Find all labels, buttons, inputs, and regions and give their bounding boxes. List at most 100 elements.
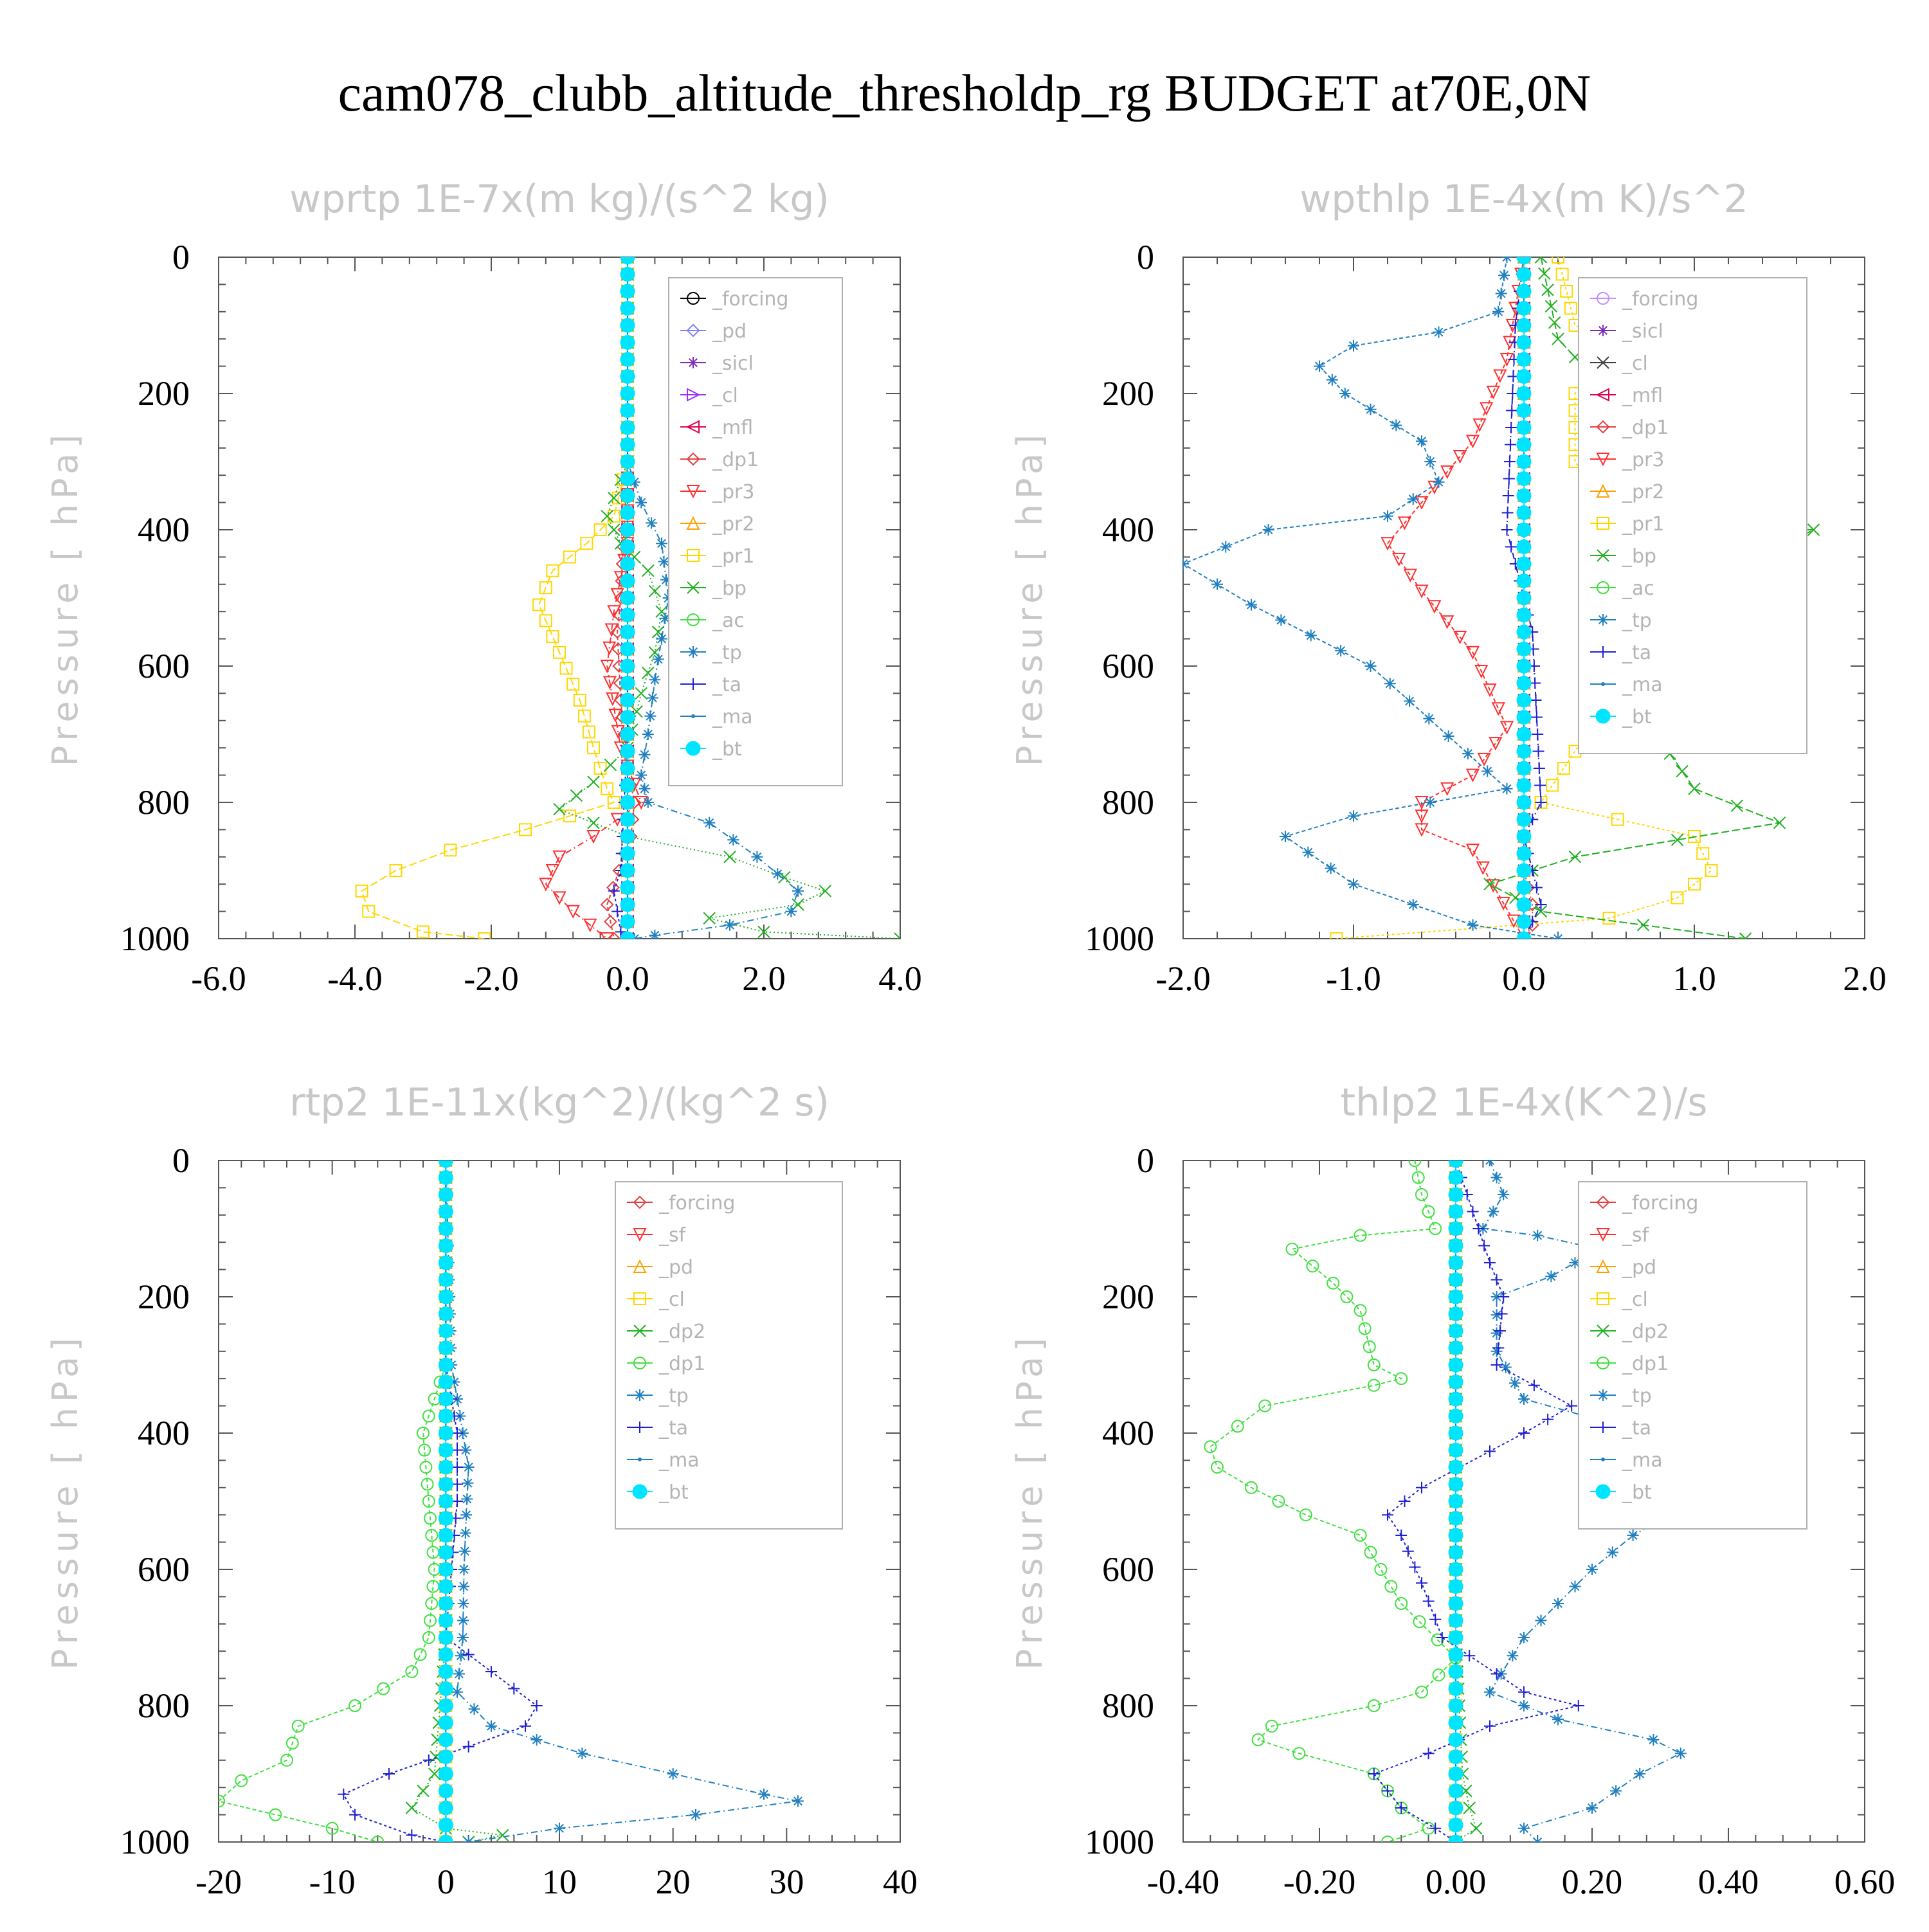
legend-marker <box>1597 581 1609 594</box>
data-point <box>1516 863 1532 878</box>
data-point <box>438 1783 453 1798</box>
data-point <box>1413 1615 1426 1629</box>
y-tick-label: 600 <box>138 647 190 685</box>
data-point <box>1606 1546 1618 1558</box>
data-point <box>1448 1579 1463 1594</box>
data-point <box>421 1477 434 1491</box>
data-point <box>530 1700 543 1711</box>
data-point <box>1730 799 1743 813</box>
data-point <box>652 653 664 665</box>
data-point <box>1495 287 1507 300</box>
legend-item: _cl <box>680 384 738 407</box>
data-point <box>1507 388 1519 399</box>
data-point <box>1516 846 1532 861</box>
legend-item: _forcing <box>1590 1192 1698 1214</box>
data-point <box>1384 1580 1398 1593</box>
x-tick-label: -1.0 <box>1326 959 1381 998</box>
data-point <box>1739 932 1752 939</box>
data-point <box>620 710 635 725</box>
data-point <box>667 1768 679 1780</box>
data-point <box>1395 1802 1408 1814</box>
data-point <box>438 1187 453 1202</box>
legend-label: _tp <box>1622 1385 1652 1407</box>
data-point <box>620 267 635 282</box>
data-point <box>325 1821 339 1835</box>
data-point <box>438 1357 453 1373</box>
data-point <box>1327 1276 1340 1290</box>
data-point <box>620 522 635 537</box>
legend-item: _bp <box>680 577 747 600</box>
data-point <box>422 1631 435 1644</box>
data-point <box>438 1459 453 1475</box>
data-point <box>219 1794 225 1808</box>
data-point <box>438 1477 453 1492</box>
legend-item: _bp <box>1590 545 1656 568</box>
legend-marker <box>1597 1389 1609 1401</box>
y-tick-label: 1000 <box>1085 1823 1154 1861</box>
data-point <box>1586 1802 1598 1814</box>
legend-label: _cl <box>712 384 738 407</box>
data-point <box>1465 435 1480 449</box>
data-point <box>1490 1309 1503 1321</box>
legend-label: _bt <box>658 1481 689 1504</box>
data-point <box>1448 1681 1463 1696</box>
data-point <box>451 1444 463 1456</box>
data-point <box>1507 1650 1519 1662</box>
data-point <box>539 614 552 627</box>
legend-marker <box>633 1292 646 1305</box>
data-point <box>1516 386 1532 401</box>
data-point <box>1465 844 1480 858</box>
y-tick-label: 200 <box>138 374 190 413</box>
data-point <box>1688 782 1701 795</box>
data-point <box>620 318 635 333</box>
y-tick-label: 1000 <box>120 919 190 958</box>
data-point <box>1516 744 1532 759</box>
legend-item: _sicl <box>1590 320 1663 343</box>
data-point <box>1245 1481 1258 1494</box>
x-tick-label: 30 <box>769 1863 804 1901</box>
legend-label: _pd <box>712 320 747 343</box>
data-point <box>438 1323 453 1339</box>
data-point <box>601 782 614 795</box>
data-point <box>1552 332 1564 345</box>
data-point <box>1415 823 1429 837</box>
legend-marker <box>687 678 699 690</box>
series-points-dp1 <box>219 1160 453 1842</box>
x-tick-label: 4.0 <box>878 959 922 998</box>
data-point <box>438 1630 453 1645</box>
data-point <box>1415 1188 1428 1201</box>
data-point <box>1534 257 1548 264</box>
data-point <box>1516 539 1532 554</box>
data-point <box>1245 599 1257 611</box>
data-point <box>602 676 617 690</box>
series-points-bt <box>438 1160 453 1842</box>
legend-item: _pr1 <box>1590 513 1664 536</box>
data-point <box>496 1828 509 1842</box>
series-points-pr1 <box>355 257 634 939</box>
data-point <box>438 1562 453 1577</box>
data-point <box>1696 847 1710 860</box>
data-point <box>1569 1580 1581 1593</box>
data-point <box>1705 864 1718 877</box>
data-point <box>1516 522 1532 537</box>
data-point <box>1448 1221 1463 1236</box>
data-point <box>1518 1427 1530 1439</box>
data-point <box>438 1425 453 1441</box>
legend-marker <box>687 581 700 594</box>
y-tick-label: 400 <box>1102 510 1154 549</box>
data-point <box>646 517 658 529</box>
chart-panel-1: wprtp 1E-7x(m kg)/(s^2 kg) Pressure [ hPa… <box>45 177 922 998</box>
data-point <box>1354 1229 1367 1242</box>
data-point <box>620 692 635 708</box>
data-point <box>1448 1749 1463 1764</box>
data-point <box>460 1444 472 1456</box>
x-tick-label: 0.0 <box>1502 959 1546 998</box>
data-point <box>1530 694 1542 706</box>
data-point <box>438 1766 453 1782</box>
series-group <box>219 1160 804 1842</box>
legend: _forcing _sf _pd _cl _dp2 _dp1 _tp _ta _ma _bt <box>1578 1181 1807 1530</box>
data-point <box>1364 403 1377 415</box>
legend-marker <box>1596 1228 1610 1242</box>
data-point <box>425 1529 439 1542</box>
